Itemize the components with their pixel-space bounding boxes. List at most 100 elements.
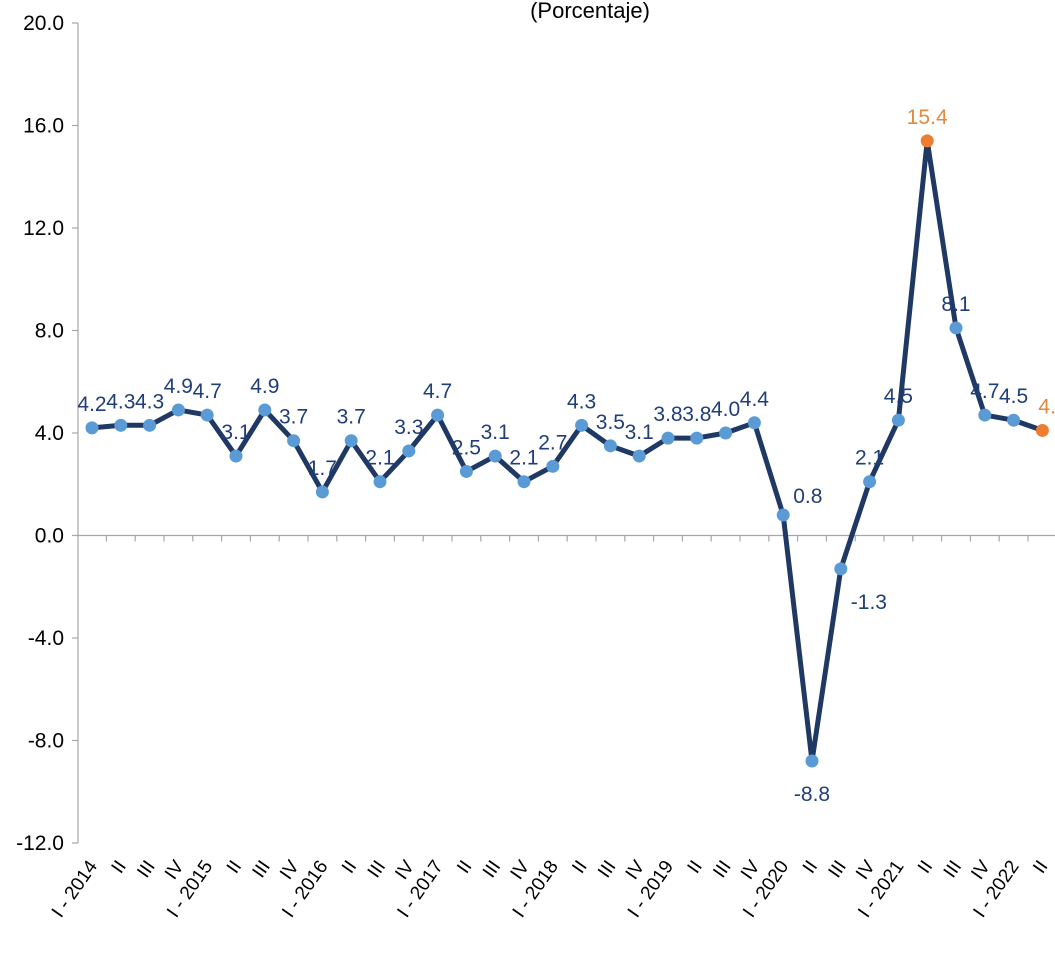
y-tick-label: 4.0 (35, 422, 64, 445)
data-label: 3.8 (653, 403, 682, 426)
x-tick-label: II (1029, 857, 1052, 878)
data-point (891, 413, 905, 427)
data-point (603, 439, 617, 453)
x-tick-label: III (594, 857, 620, 882)
data-label: 4.9 (164, 375, 193, 398)
data-label: 2.1 (365, 447, 394, 470)
data-label: 2.1 (509, 447, 538, 470)
data-point (805, 754, 819, 768)
x-tick-label: II (684, 857, 707, 878)
data-label: 1.7 (308, 457, 337, 480)
data-point (834, 562, 848, 576)
data-point (258, 403, 272, 417)
data-point (431, 408, 445, 422)
data-point-highlight (920, 134, 934, 148)
y-tick-label: 16.0 (23, 115, 64, 138)
x-tick-label: II (108, 857, 131, 878)
x-tick-label: III (479, 857, 505, 882)
y-tick-label: 20.0 (23, 12, 64, 35)
data-label: 2.5 (452, 436, 481, 459)
data-point (200, 408, 214, 422)
data-point (978, 408, 992, 422)
data-point-highlight (1035, 423, 1049, 437)
data-label: 3.7 (337, 406, 366, 429)
x-tick-label: II (799, 857, 822, 878)
data-label: 2.1 (855, 447, 884, 470)
data-label: 4.7 (970, 380, 999, 403)
data-label: 0.8 (793, 485, 822, 508)
data-point (661, 431, 675, 445)
data-point (1007, 413, 1021, 427)
x-tick-label: I - 2014 (48, 856, 102, 921)
data-point (373, 475, 387, 489)
x-tick-label: II (338, 857, 361, 878)
series-path (89, 138, 1045, 764)
data-label: 8.1 (941, 293, 970, 316)
data-label: 3.1 (625, 421, 654, 444)
data-label: 3.3 (394, 416, 423, 439)
data-label: 3.7 (279, 406, 308, 429)
data-point (575, 418, 589, 432)
y-tick-label: -8.0 (28, 730, 64, 753)
data-point (459, 464, 473, 478)
data-label: 2.7 (538, 431, 567, 454)
y-tick-label: 12.0 (23, 217, 64, 240)
data-point (287, 434, 301, 448)
data-label: 4.4 (740, 388, 770, 411)
data-point (863, 475, 877, 489)
data-point (402, 444, 416, 458)
data-label: 4.3 (567, 390, 596, 413)
x-tick-label: III (940, 857, 966, 882)
x-tick-label: II (914, 857, 937, 878)
y-tick-label: 8.0 (35, 320, 64, 343)
series-line (89, 138, 1045, 764)
data-labels: 4.2 4.3 4.34.9 4.73.14.93.71.73.72.13.34.72… (77, 106, 1055, 806)
data-label: 3.1 (481, 421, 510, 444)
y-axis: 20.0 16.0 12.0 8.0 4.0 0.0 -4.0 -8.0 -12.0 (16, 12, 79, 855)
x-tick-label: III (825, 857, 851, 882)
data-points (85, 134, 1049, 768)
data-point (344, 434, 358, 448)
data-point (632, 449, 646, 463)
x-tick-label: III (133, 857, 159, 882)
data-point (776, 508, 790, 522)
chart-subtitle: (Porcentaje) (530, 0, 650, 23)
data-label: 4.2 (77, 393, 106, 416)
data-label: 4.3 (135, 390, 164, 413)
data-label: 4.3 (106, 390, 135, 413)
data-label: 4.0 (711, 398, 740, 421)
data-point (747, 416, 761, 430)
y-tick-label: -4.0 (28, 627, 64, 650)
data-point (171, 403, 185, 417)
data-point (690, 431, 704, 445)
data-label: 3.5 (596, 411, 625, 434)
data-label: 4.9 (250, 375, 279, 398)
data-label: 4.7 (193, 380, 222, 403)
x-tick-label: II (568, 857, 591, 878)
data-point (114, 418, 128, 432)
data-point (143, 418, 157, 432)
x-tick-label: II (453, 857, 476, 878)
data-label: -1.3 (851, 591, 887, 614)
data-label: 4.7 (423, 380, 452, 403)
x-tick-label: III (364, 857, 390, 882)
data-label: -8.8 (794, 783, 830, 806)
data-label: 4.5 (884, 385, 913, 408)
data-point (229, 449, 243, 463)
data-point (719, 426, 733, 440)
data-point (315, 485, 329, 499)
x-tick-label: II (223, 857, 246, 878)
data-label: 4.1 (1038, 395, 1055, 418)
x-tick-label: III (249, 857, 275, 882)
data-label: 3.8 (682, 403, 711, 426)
y-tick-label: 0.0 (35, 525, 64, 548)
data-point (488, 449, 502, 463)
data-label: 3.1 (221, 421, 250, 444)
data-point (517, 475, 531, 489)
data-point (546, 459, 560, 473)
x-axis: I - 2014 II III IVI - 2015 II III IVI - 2016 II… (48, 534, 1055, 922)
x-tick-label: III (709, 857, 735, 882)
data-point (85, 421, 99, 435)
data-label: 4.5 (999, 385, 1028, 408)
